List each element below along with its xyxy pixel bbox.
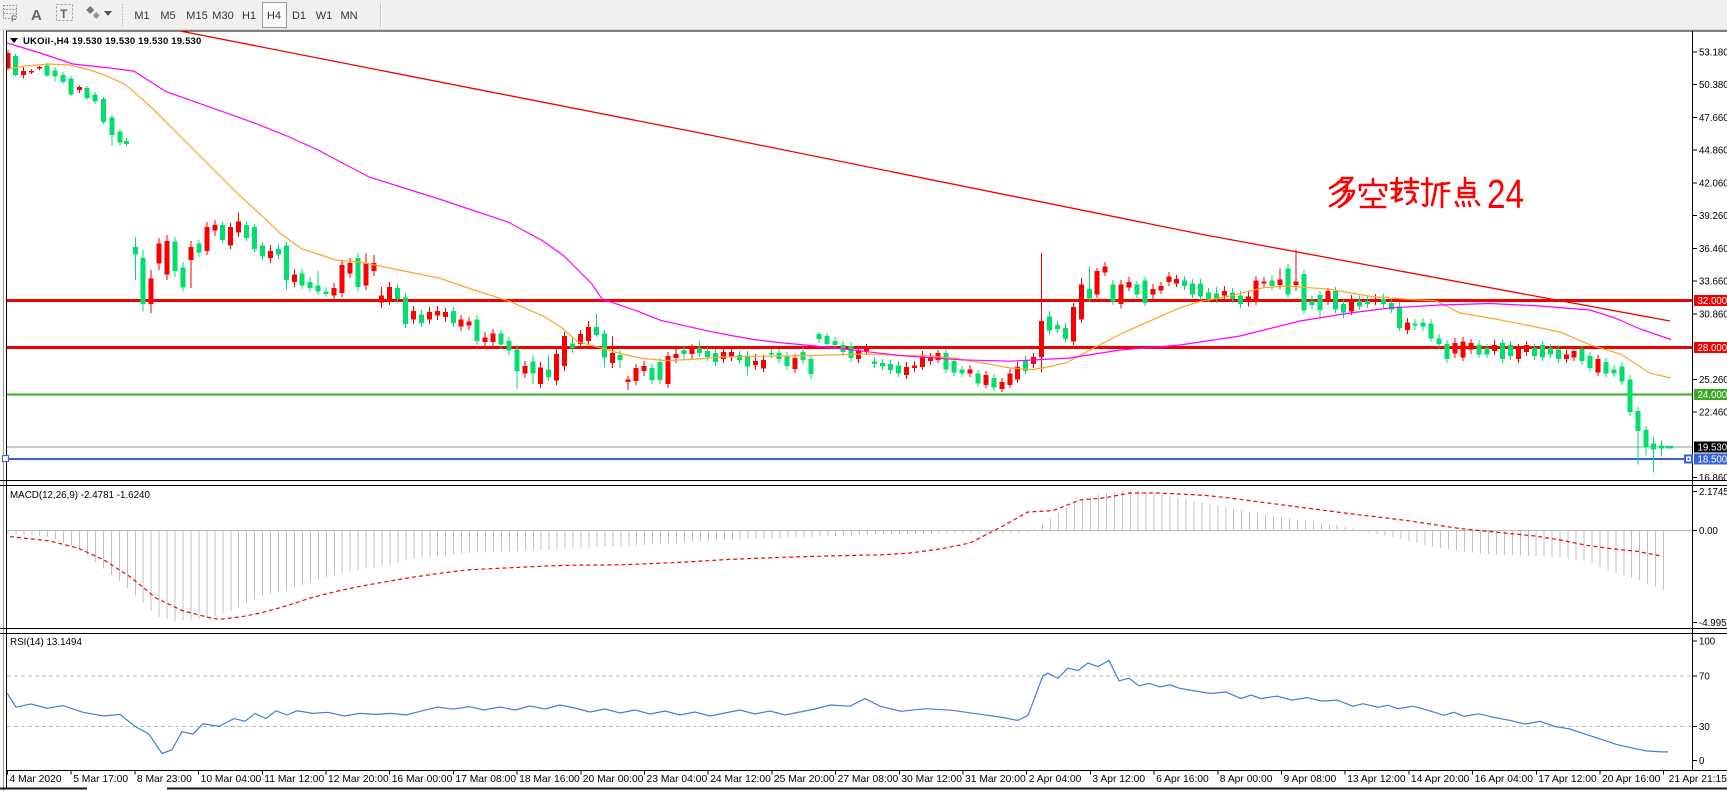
svg-text:13 Apr 12:00: 13 Apr 12:00	[1347, 774, 1406, 785]
svg-text:20 Apr 16:00: 20 Apr 16:00	[1602, 774, 1661, 785]
svg-text:MN: MN	[340, 10, 357, 22]
svg-text:32.000: 32.000	[1698, 296, 1727, 307]
svg-text:19.530: 19.530	[1698, 443, 1727, 454]
svg-text:8 Apr 00:00: 8 Apr 00:00	[1220, 774, 1273, 785]
svg-text:30 Mar 12:00: 30 Mar 12:00	[901, 774, 962, 785]
svg-text:0: 0	[1699, 756, 1705, 767]
svg-text:16 Mar 00:00: 16 Mar 00:00	[392, 774, 453, 785]
svg-text:D1: D1	[292, 10, 306, 22]
svg-text:-4.9955: -4.9955	[1699, 618, 1727, 629]
svg-text:5 Mar 17:00: 5 Mar 17:00	[73, 774, 128, 785]
svg-text:UKOil-,H4 19.530 19.530 19.53: UKOil-,H4 19.530 19.530 19.530 19.530	[23, 36, 202, 47]
svg-text:28.000: 28.000	[1698, 343, 1727, 354]
svg-text:11 Mar 12:00: 11 Mar 12:00	[264, 774, 324, 785]
svg-text:0.00: 0.00	[1699, 526, 1718, 537]
svg-text:9 Apr 08:00: 9 Apr 08:00	[1284, 774, 1337, 785]
svg-text:25 Mar 20:00: 25 Mar 20:00	[774, 774, 835, 785]
svg-text:36.460: 36.460	[1699, 244, 1727, 255]
svg-text:100: 100	[1699, 637, 1716, 648]
svg-text:A: A	[31, 7, 42, 24]
svg-text:RSI(14) 13.1494: RSI(14) 13.1494	[10, 637, 82, 648]
svg-text:2 Apr 04:00: 2 Apr 04:00	[1029, 774, 1082, 785]
svg-text:4 Mar 2020: 4 Mar 2020	[10, 774, 62, 785]
svg-text:31 Mar 20:00: 31 Mar 20:00	[965, 774, 1026, 785]
svg-text:30.860: 30.860	[1699, 309, 1727, 320]
svg-text:W1: W1	[316, 10, 333, 22]
svg-text:T: T	[60, 7, 68, 21]
svg-text:24 Mar 12:00: 24 Mar 12:00	[710, 774, 771, 785]
svg-text:44.860: 44.860	[1699, 146, 1727, 157]
svg-text:22.460: 22.460	[1699, 408, 1727, 419]
svg-text:17 Mar 08:00: 17 Mar 08:00	[455, 774, 516, 785]
svg-text:M15: M15	[186, 10, 207, 22]
svg-text:17 Apr 12:00: 17 Apr 12:00	[1538, 774, 1597, 785]
svg-text:27 Mar 08:00: 27 Mar 08:00	[838, 774, 899, 785]
svg-text:M1: M1	[134, 10, 149, 22]
svg-text:53.180: 53.180	[1699, 48, 1727, 59]
svg-text:2.1745: 2.1745	[1699, 487, 1727, 498]
svg-text:23 Mar 04:00: 23 Mar 04:00	[647, 774, 708, 785]
svg-text:50.380: 50.380	[1699, 80, 1727, 91]
svg-text:20 Mar 00:00: 20 Mar 00:00	[583, 774, 644, 785]
svg-text:33.660: 33.660	[1699, 277, 1727, 288]
svg-text:25.260: 25.260	[1699, 375, 1727, 386]
svg-text:30: 30	[1699, 722, 1710, 733]
svg-text:16 Apr 04:00: 16 Apr 04:00	[1475, 774, 1534, 785]
svg-text:H4: H4	[267, 10, 281, 22]
svg-text:21 Apr 21:15: 21 Apr 21:15	[1669, 774, 1727, 785]
svg-text:14 Apr 20:00: 14 Apr 20:00	[1411, 774, 1470, 785]
svg-text:F: F	[11, 14, 17, 24]
svg-text:24: 24	[1487, 171, 1524, 217]
svg-text:6 Apr 16:00: 6 Apr 16:00	[1156, 774, 1209, 785]
svg-text:24.000: 24.000	[1698, 390, 1727, 401]
svg-text:42.060: 42.060	[1699, 179, 1727, 190]
svg-text:18 Mar 16:00: 18 Mar 16:00	[519, 774, 580, 785]
svg-text:12 Mar 20:00: 12 Mar 20:00	[328, 774, 389, 785]
svg-text:H1: H1	[242, 10, 256, 22]
svg-text:3 Apr 12:00: 3 Apr 12:00	[1092, 774, 1145, 785]
svg-text:47.660: 47.660	[1699, 113, 1727, 124]
svg-text:39.260: 39.260	[1699, 211, 1727, 222]
svg-text:10 Mar 04:00: 10 Mar 04:00	[201, 774, 262, 785]
svg-text:16.860: 16.860	[1699, 473, 1727, 484]
svg-text:MACD(12,26,9) -2.4781 -1.6240: MACD(12,26,9) -2.4781 -1.6240	[10, 490, 151, 501]
svg-text:M5: M5	[160, 10, 175, 22]
svg-text:8 Mar 23:00: 8 Mar 23:00	[137, 774, 192, 785]
svg-text:70: 70	[1699, 672, 1710, 683]
svg-text:18.500: 18.500	[1698, 455, 1727, 466]
svg-text:M30: M30	[212, 10, 233, 22]
